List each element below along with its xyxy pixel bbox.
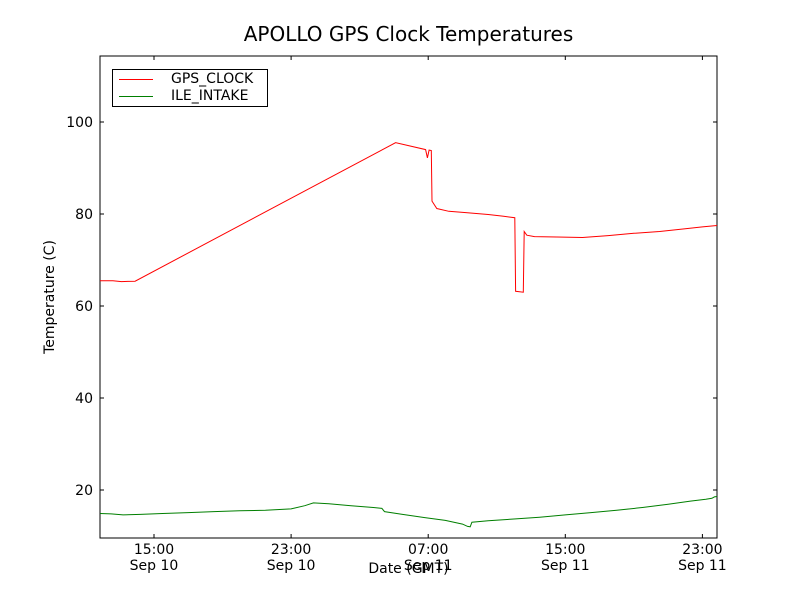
- series-line-gps_clock: [100, 142, 718, 293]
- y-tick-label: 60: [75, 299, 93, 315]
- legend-label: GPS_CLOCK: [171, 71, 254, 87]
- x-tick-label: 23:00 Sep 10: [267, 542, 316, 574]
- x-tick-label: 15:00 Sep 10: [130, 542, 179, 574]
- x-tick-label: 15:00 Sep 11: [541, 542, 590, 574]
- y-axis-label: Temperature (C): [42, 240, 58, 354]
- y-tick-label: 80: [75, 207, 93, 223]
- legend-label: ILE_INTAKE: [171, 88, 249, 104]
- y-tick-label: 100: [66, 115, 93, 131]
- y-tick-label: 20: [75, 483, 93, 499]
- y-tick-label: 40: [75, 391, 93, 407]
- x-tick-label: 23:00 Sep 11: [678, 542, 727, 574]
- chart-title: APOLLO GPS Clock Temperatures: [243, 22, 574, 46]
- series-line-ile_intake: [99, 496, 718, 528]
- legend-line-sample: [119, 79, 153, 80]
- x-axis-label: Date (GMT): [368, 561, 449, 577]
- legend-line-sample: [119, 96, 153, 97]
- legend-entry: GPS_CLOCK: [113, 71, 267, 88]
- axes-frame: [99, 55, 718, 539]
- x-tick-label: 07:00 Sep 11: [404, 542, 453, 574]
- legend: GPS_CLOCK ILE_INTAKE: [112, 69, 268, 107]
- legend-entry: ILE_INTAKE: [113, 88, 267, 105]
